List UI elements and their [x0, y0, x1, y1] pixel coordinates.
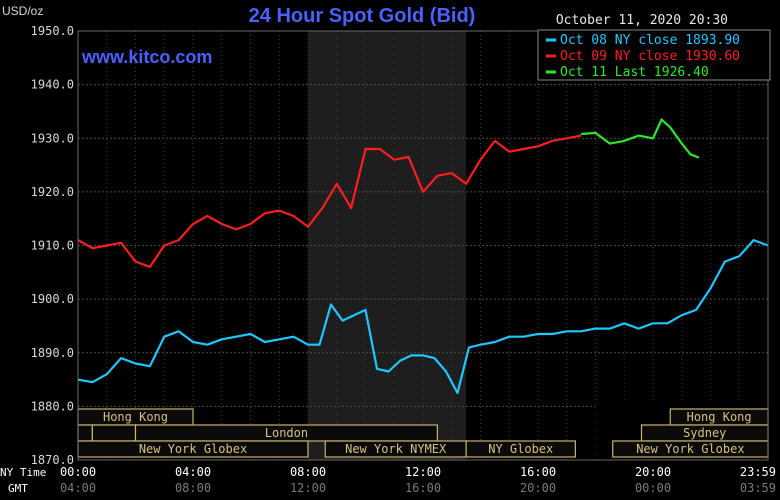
y-tick-label: 1880.0 — [31, 399, 74, 413]
x-tick-label-gmt: 16:00 — [405, 481, 441, 495]
y-axis-unit-label: USD/oz — [2, 4, 43, 18]
x-tick-label-gmt: 08:00 — [175, 481, 211, 495]
y-tick-label: 1950.0 — [31, 24, 74, 38]
x-row-label-ny: NY Time — [0, 466, 46, 479]
legend-label: Oct 09 NY close 1930.60 — [560, 49, 740, 64]
legend-label: Oct 11 Last 1926.40 — [560, 65, 709, 80]
x-tick-label-ny: 04:00 — [175, 465, 211, 479]
session-label: Hong Kong — [103, 410, 168, 424]
x-tick-label-ny: 12:00 — [405, 465, 441, 479]
y-tick-label: 1890.0 — [31, 346, 74, 360]
x-tick-label-ny: 08:00 — [290, 465, 326, 479]
legend-label: Oct 08 NY close 1893.90 — [560, 33, 740, 48]
y-tick-label: 1940.0 — [31, 78, 74, 92]
y-tick-label: 1910.0 — [31, 239, 74, 253]
x-tick-label-gmt: 12:00 — [290, 481, 326, 495]
session-box — [77, 424, 93, 442]
chart-datetime: October 11, 2020 20:30 — [556, 13, 728, 28]
session-label: London — [265, 426, 308, 440]
session-label: New York Globex — [636, 442, 744, 456]
x-tick-label-ny: 23:59 — [740, 465, 776, 479]
x-row-label-gmt: GMT — [8, 482, 28, 495]
x-tick-label-gmt: 00:00 — [635, 481, 671, 495]
session-label: New York Globex — [139, 442, 247, 456]
x-tick-label-ny: 16:00 — [520, 465, 556, 479]
watermark: www.kitco.com — [81, 47, 212, 67]
chart-title: 24 Hour Spot Gold (Bid) — [249, 5, 476, 27]
y-tick-label: 1870.0 — [31, 453, 74, 467]
session-label: New York NYMEX — [345, 442, 447, 456]
series-line-2 — [77, 134, 582, 268]
session-box — [91, 424, 137, 442]
y-tick-label: 1930.0 — [31, 131, 74, 145]
plot-border — [77, 30, 769, 461]
session-label: NY Globex — [488, 442, 553, 456]
y-tick-label: 1920.0 — [31, 185, 74, 199]
session-box — [465, 440, 576, 458]
y-tick-label: 1900.0 — [31, 292, 74, 306]
series-line-1 — [77, 239, 769, 395]
x-tick-label-gmt: 03:59 — [740, 481, 776, 495]
series-line-3 — [581, 118, 700, 159]
legend-box — [537, 29, 771, 81]
x-tick-label-gmt: 20:00 — [520, 481, 556, 495]
x-tick-label-ny: 20:00 — [635, 465, 671, 479]
x-tick-label-ny: 00:00 — [60, 465, 96, 479]
x-tick-label-gmt: 04:00 — [60, 481, 96, 495]
session-label: Hong Kong — [687, 410, 752, 424]
session-label: Sydney — [683, 426, 726, 440]
